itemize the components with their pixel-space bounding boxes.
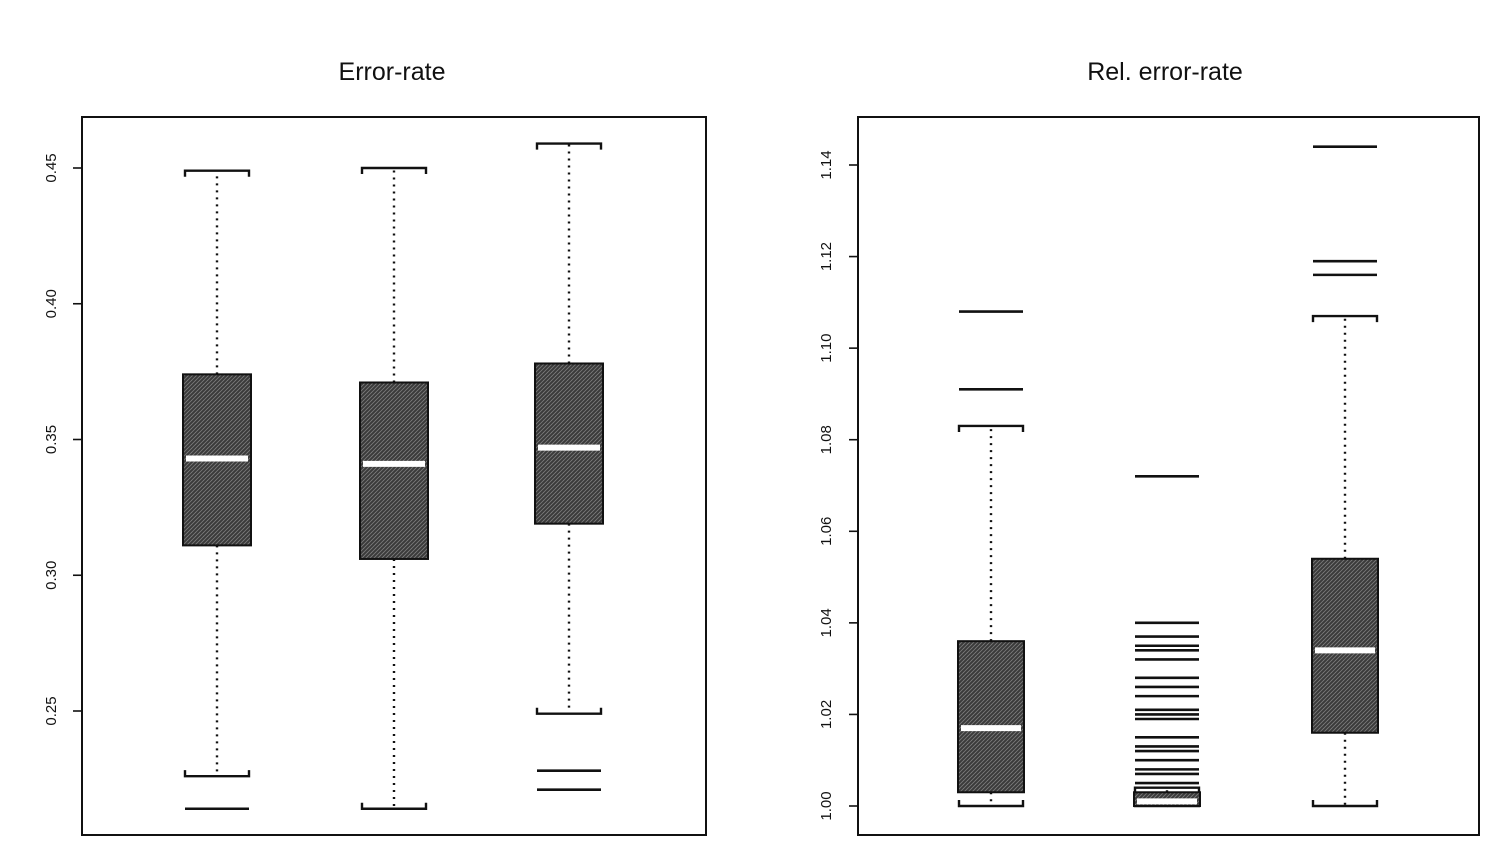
lower-cap xyxy=(360,802,428,810)
upper-cap xyxy=(535,142,603,150)
y-tick-label: 1.00 xyxy=(818,791,835,820)
upper-cap xyxy=(360,166,428,174)
box-1 xyxy=(957,310,1025,808)
y-axis: 0.25 0.30 0.35 0.40 0.45 xyxy=(43,153,82,726)
lower-cap xyxy=(535,707,603,715)
upper-cap xyxy=(957,424,1025,432)
y-tick-label: 0.25 xyxy=(43,696,60,725)
y-tick-label: 1.12 xyxy=(818,242,835,271)
upper-cap xyxy=(183,169,251,177)
plot-frame xyxy=(81,116,707,836)
plot-frame xyxy=(857,116,1480,836)
y-tick-label: 1.04 xyxy=(818,608,835,637)
chart-title: Rel. error-rate xyxy=(1087,58,1243,86)
y-tick-label: 0.30 xyxy=(43,561,60,590)
lower-cap xyxy=(1311,800,1379,808)
y-tick-label: 0.35 xyxy=(43,425,60,454)
upper-cap xyxy=(1133,786,1201,794)
box-1 xyxy=(182,169,252,811)
panel-rel-error-rate: Rel. error-rate 1.00 1.02 1.04 1.06 1.08 1.10… xyxy=(818,58,1480,836)
chart-title: Error-rate xyxy=(339,58,446,86)
boxes xyxy=(957,145,1379,808)
box-iqr xyxy=(359,381,429,560)
y-tick-label: 0.45 xyxy=(43,153,60,182)
y-tick-label: 1.08 xyxy=(818,425,835,454)
lower-cap xyxy=(183,770,251,778)
y-tick-label: 1.06 xyxy=(818,517,835,546)
lower-cap xyxy=(957,800,1025,808)
box-2 xyxy=(1133,475,1201,808)
y-tick-label: 1.02 xyxy=(818,700,835,729)
box-3 xyxy=(534,142,604,792)
y-tick-label: 1.14 xyxy=(818,150,835,179)
boxes xyxy=(182,142,604,811)
panel-error-rate: Error-rate 0.25 0.30 0.35 0.40 0.45 xyxy=(43,58,707,836)
upper-cap xyxy=(1311,314,1379,323)
y-axis: 1.00 1.02 1.04 1.06 1.08 1.10 1.12 1.14 xyxy=(818,150,858,821)
box-iqr xyxy=(957,640,1025,794)
y-tick-label: 1.10 xyxy=(818,334,835,363)
box-iqr xyxy=(534,362,604,525)
box-2 xyxy=(359,166,429,810)
box-3 xyxy=(1311,145,1379,808)
box-iqr xyxy=(1311,557,1379,734)
y-tick-label: 0.40 xyxy=(43,289,60,318)
